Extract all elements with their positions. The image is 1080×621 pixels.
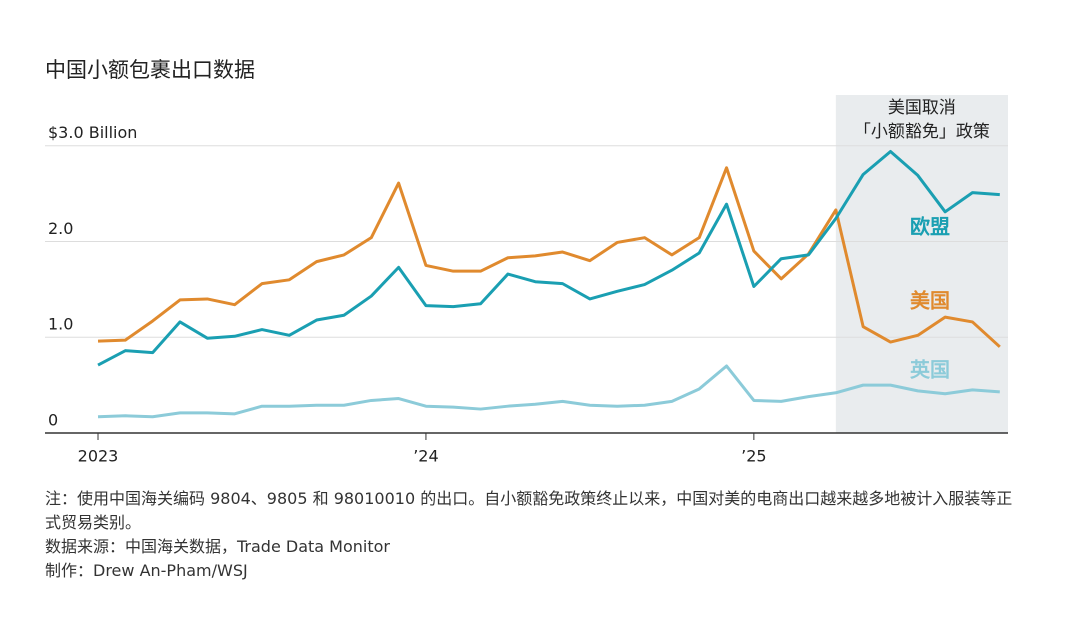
note: 制作：Drew An-Pham/WSJ <box>45 561 248 580</box>
chart-title: 中国小额包裹出口数据 <box>45 58 255 82</box>
x-tick-label: 2023 <box>78 447 119 466</box>
y-tick-label: 0 <box>48 411 58 430</box>
note: 数据来源：中国海关数据，Trade Data Monitor <box>45 537 391 556</box>
y-tick-label: 2.0 <box>48 219 73 238</box>
shade-region <box>835 95 1008 433</box>
annotation: 美国取消 <box>888 98 956 118</box>
note: 注：使用中国海关编码 9804、9805 和 98010010 的出口。自小额豁… <box>45 489 1013 532</box>
notes: 注：使用中国海关编码 9804、9805 和 98010010 的出口。自小额豁… <box>45 487 1015 583</box>
series-line <box>97 149 1000 367</box>
series-label: 欧盟 <box>910 215 950 239</box>
x-tick-label: ’24 <box>413 447 438 466</box>
series-line <box>97 166 1001 348</box>
series-label: 美国 <box>910 289 950 313</box>
y-tick-label: $3.0 Billion <box>48 123 137 142</box>
x-tick-label: ’25 <box>741 447 766 466</box>
series-line <box>97 364 1000 419</box>
y-tick-label: 1.0 <box>48 315 73 334</box>
annotation: 「小额豁免」政策 <box>854 122 990 142</box>
chart: 美国取消「小额豁免」政策 0 1.0 2.0 $3.0 Billion 2023 ’24 ’2… <box>45 95 1008 466</box>
series-label: 英国 <box>910 358 950 382</box>
